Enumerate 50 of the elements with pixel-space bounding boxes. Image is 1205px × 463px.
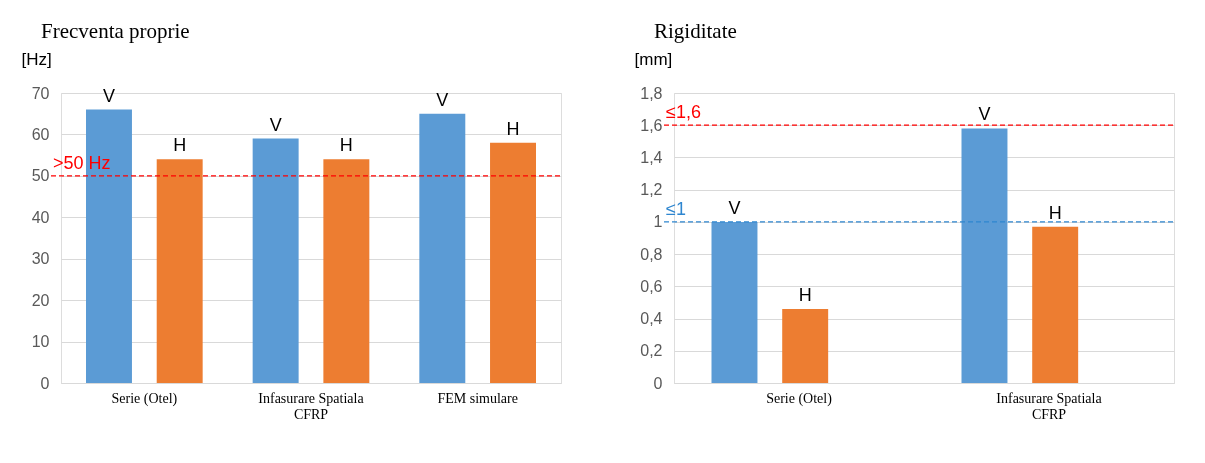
series-label: V bbox=[728, 197, 741, 218]
x-tick-label: Serie (Otel) bbox=[766, 390, 833, 407]
ref-line-label: ≤1,6 bbox=[666, 102, 701, 123]
x-tick-label: FEM simulare bbox=[437, 390, 518, 406]
text: V bbox=[269, 114, 282, 135]
chart-title: Frecventa proprie bbox=[41, 19, 190, 43]
bar bbox=[782, 308, 829, 383]
text: H bbox=[339, 135, 353, 156]
y-tick-label: 0 bbox=[40, 374, 50, 392]
y-tick-label: 0,6 bbox=[640, 277, 663, 295]
y-tick-label: 1,2 bbox=[640, 181, 663, 199]
y-tick-label: 1,4 bbox=[640, 148, 663, 166]
y-tick-label: 60 bbox=[31, 125, 50, 143]
bar bbox=[86, 109, 132, 383]
y-tick-label: 30 bbox=[31, 250, 50, 268]
y-axis-title: [mm] bbox=[634, 49, 673, 69]
bar bbox=[156, 159, 203, 383]
y-tick-label: 70 bbox=[31, 84, 50, 102]
y-tick-label: 1 bbox=[653, 213, 663, 231]
bar bbox=[1032, 226, 1079, 383]
text: V bbox=[436, 89, 449, 110]
y-tick-label: 1,6 bbox=[640, 116, 663, 134]
y-tick-label: 0 bbox=[653, 374, 663, 392]
x-tick-label: Serie (Otel) bbox=[111, 390, 178, 407]
bar bbox=[490, 142, 536, 383]
y-tick-label: 50 bbox=[31, 167, 50, 185]
y-axis-title: [Hz] bbox=[21, 49, 52, 69]
bar bbox=[323, 159, 370, 383]
ref-line-label: >50 Hz bbox=[53, 152, 111, 173]
ref-line-label: ≤1 bbox=[666, 198, 686, 219]
y-tick-label: 0,2 bbox=[640, 342, 663, 360]
x-tick-label: Infasurare Spatiala CFRP bbox=[258, 390, 365, 422]
y-tick-label: 20 bbox=[31, 291, 50, 309]
y-tick-label: 40 bbox=[31, 208, 50, 226]
y-tick-label: 10 bbox=[31, 333, 50, 351]
y-tick-label: 1,8 bbox=[640, 84, 663, 102]
y-tick-label: 0,8 bbox=[640, 245, 663, 263]
bar bbox=[961, 128, 1008, 383]
y-tick-label: 0,4 bbox=[640, 310, 663, 328]
chart-title: Rigiditate bbox=[654, 19, 737, 43]
text: V bbox=[978, 104, 991, 125]
text: H bbox=[506, 118, 520, 139]
x-tick-label: Infasurare Spatiala CFRP bbox=[996, 390, 1103, 422]
bar bbox=[252, 138, 299, 383]
bar bbox=[711, 221, 758, 383]
text: H bbox=[1048, 202, 1062, 223]
bar bbox=[419, 113, 466, 383]
series-label: H bbox=[798, 284, 812, 305]
series-label: H bbox=[173, 135, 187, 156]
series-label: V bbox=[102, 85, 115, 106]
